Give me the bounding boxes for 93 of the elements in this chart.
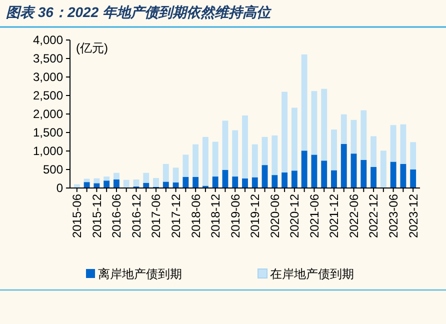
bar	[232, 176, 238, 188]
bar	[212, 176, 218, 188]
y-tick-label: 500	[42, 162, 64, 177]
bar	[331, 170, 337, 188]
bar	[202, 136, 208, 186]
bar	[162, 182, 169, 188]
bar	[232, 130, 238, 177]
bar	[252, 144, 258, 178]
x-tick-label: 2019-12	[248, 194, 262, 238]
x-tick-label: 2021-12	[327, 194, 342, 238]
bar	[390, 125, 396, 162]
bar	[114, 179, 120, 188]
y-tick-label: 3,500	[32, 52, 64, 66]
bar	[380, 150, 386, 188]
y-tick-label: 1,000	[32, 144, 64, 158]
legend-label: 离岸地产债到期	[98, 267, 182, 282]
bar	[192, 144, 199, 177]
bar	[242, 178, 248, 188]
bar	[291, 108, 298, 171]
bar	[350, 120, 357, 154]
bar	[400, 124, 406, 164]
y-tick-label: 3,000	[32, 70, 64, 84]
bar	[400, 164, 406, 188]
bar	[222, 120, 228, 170]
x-tick-label: 2023-06	[386, 194, 401, 238]
bar	[340, 144, 347, 188]
bar	[262, 165, 268, 188]
y-tick-label: 2,000	[32, 107, 64, 122]
x-tick-label: 2018-12	[208, 194, 223, 238]
bar	[94, 178, 100, 184]
x-tick-label: 2016-06	[110, 194, 124, 238]
x-tick-label: 2015-12	[90, 194, 104, 238]
x-tick-label: 2019-06	[228, 194, 242, 238]
x-tick-label: 2021-06	[307, 194, 322, 238]
chart-title: 图表 36：2022 年地产债到期依然维持高位	[6, 4, 272, 20]
bar	[104, 176, 110, 181]
bar	[222, 170, 228, 188]
bar	[192, 176, 199, 188]
bar	[162, 164, 169, 182]
bar	[84, 178, 90, 182]
bar	[301, 150, 308, 188]
x-tick-label: 2020-06	[268, 194, 282, 238]
bar	[212, 142, 218, 177]
y-axis-title: (亿元)	[76, 41, 108, 55]
x-tick-label: 2022-12	[366, 194, 381, 238]
bar	[242, 115, 248, 178]
bar	[340, 114, 347, 144]
bar	[410, 142, 416, 170]
bar	[301, 54, 308, 151]
bar	[84, 182, 90, 188]
y-tick-label: 2,500	[32, 88, 64, 103]
x-tick-label: 2017-06	[149, 194, 164, 238]
bar	[172, 182, 179, 188]
y-tick-label: 0	[56, 181, 64, 196]
y-tick-label: 1,500	[32, 126, 64, 140]
bar	[360, 110, 367, 160]
bar	[94, 183, 100, 188]
bar	[321, 88, 328, 161]
bar	[143, 172, 150, 183]
bar	[350, 154, 357, 188]
x-tick-label: 2023-12	[406, 194, 420, 238]
x-tick-label: 2022-06	[346, 194, 361, 238]
x-tick-label: 2017-12	[168, 194, 183, 238]
bar	[133, 179, 140, 187]
bar	[311, 154, 318, 188]
bar	[360, 160, 367, 188]
bar	[410, 170, 416, 188]
bar	[104, 180, 110, 188]
bar	[282, 172, 288, 188]
bar	[311, 91, 318, 155]
bar	[252, 177, 258, 188]
y-tick-label: 4,000	[32, 33, 64, 48]
x-tick-label: 2016-12	[129, 194, 144, 238]
bar	[114, 172, 120, 180]
bar	[172, 168, 179, 182]
x-tick-label: 2015-06	[70, 194, 84, 238]
bar	[262, 136, 268, 166]
x-tick-label: 2018-06	[188, 194, 203, 238]
bar	[282, 92, 288, 172]
bar	[123, 180, 130, 188]
bar	[370, 166, 376, 188]
bar	[291, 170, 298, 188]
bar	[182, 154, 189, 177]
bar	[321, 160, 328, 188]
bar	[272, 135, 278, 176]
legend-label: 在岸地产债到期	[270, 267, 354, 282]
bar	[153, 178, 159, 187]
bar	[272, 175, 278, 188]
x-tick-label: 2020-12	[288, 194, 302, 238]
bar	[390, 162, 396, 188]
bar	[182, 176, 189, 188]
bar	[331, 130, 337, 170]
bar	[370, 136, 376, 167]
